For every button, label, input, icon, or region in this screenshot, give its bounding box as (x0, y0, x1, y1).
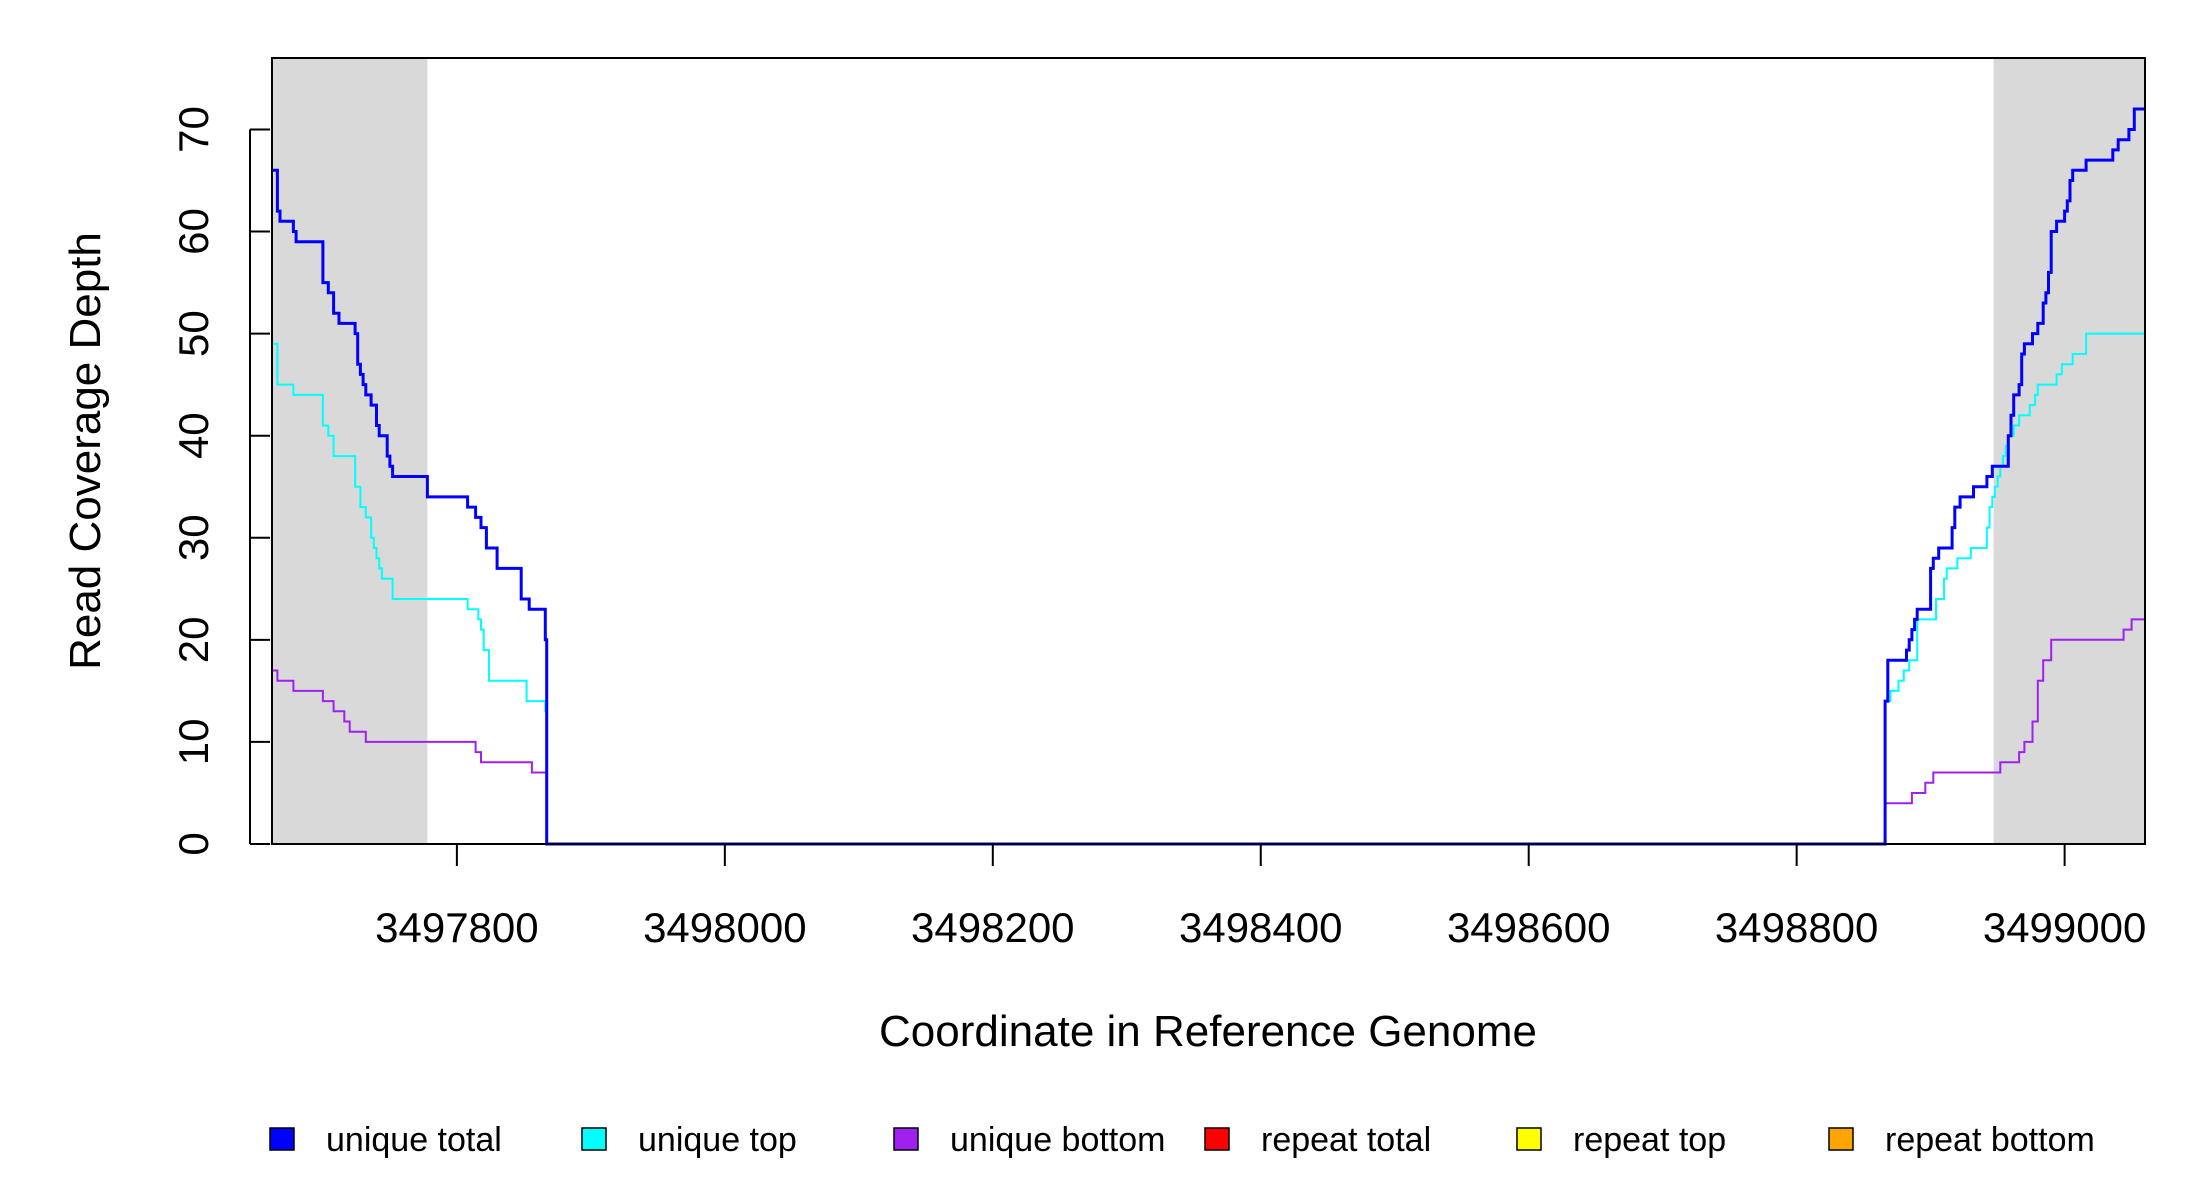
legend-label-repeat-total: repeat total (1261, 1121, 1431, 1159)
legend-swatch-repeat-top (1516, 1127, 1542, 1151)
y-tick-label-30: 30 (170, 514, 217, 561)
legend-swatch-unique-top (581, 1127, 607, 1151)
x-tick-label-3498600: 3498600 (1447, 904, 1611, 951)
x-axis-title: Coordinate in Reference Genome (879, 1007, 1537, 1056)
x-tick-label-3497800: 3497800 (375, 904, 539, 951)
y-tick-label-70: 70 (170, 106, 217, 153)
series-line-unique-total (272, 107, 2145, 846)
shaded-regions (272, 58, 2145, 844)
series-lines (272, 107, 2145, 846)
y-tick-label-20: 20 (170, 616, 217, 663)
x-tick-label-3498000: 3498000 (643, 904, 807, 951)
shaded-region-2 (1993, 58, 2145, 844)
plot-frame (271, 57, 2146, 845)
legend-label-repeat-bottom: repeat bottom (1885, 1121, 2095, 1159)
y-axis: 0 10 20 30 40 50 60 70 (170, 106, 270, 856)
y-tick-label-10: 10 (170, 719, 217, 766)
shaded-region-1 (272, 58, 428, 844)
x-axis: 3497800 3498000 3498200 3498400 3498600 34988… (375, 844, 2146, 951)
y-tick-label-50: 50 (170, 310, 217, 357)
legend-label-unique-total: unique total (326, 1121, 502, 1159)
x-tick-label-3498800: 3498800 (1715, 904, 1879, 951)
y-axis-title: Read Coverage Depth (61, 232, 110, 670)
x-tick-label-3499000: 3499000 (1983, 904, 2147, 951)
y-tick-label-0: 0 (170, 832, 217, 855)
x-tick-label-3498400: 3498400 (1179, 904, 1343, 951)
legend-swatch-unique-bottom (893, 1127, 919, 1151)
legend-label-repeat-top: repeat top (1573, 1121, 1726, 1159)
legend-label-unique-bottom: unique bottom (950, 1121, 1166, 1159)
y-tick-label-60: 60 (170, 208, 217, 255)
legend: unique total unique top unique bottom repea… (269, 1121, 2095, 1159)
legend-label-unique-top: unique top (638, 1121, 797, 1159)
y-tick-label-40: 40 (170, 412, 217, 459)
legend-swatch-repeat-bottom (1828, 1127, 1854, 1151)
series-line-unique-bottom (272, 618, 2145, 845)
legend-swatch-unique-total (269, 1127, 295, 1151)
legend-swatch-repeat-total (1204, 1127, 1230, 1151)
x-tick-label-3498200: 3498200 (911, 904, 1075, 951)
series-line-unique-top (272, 332, 2145, 845)
